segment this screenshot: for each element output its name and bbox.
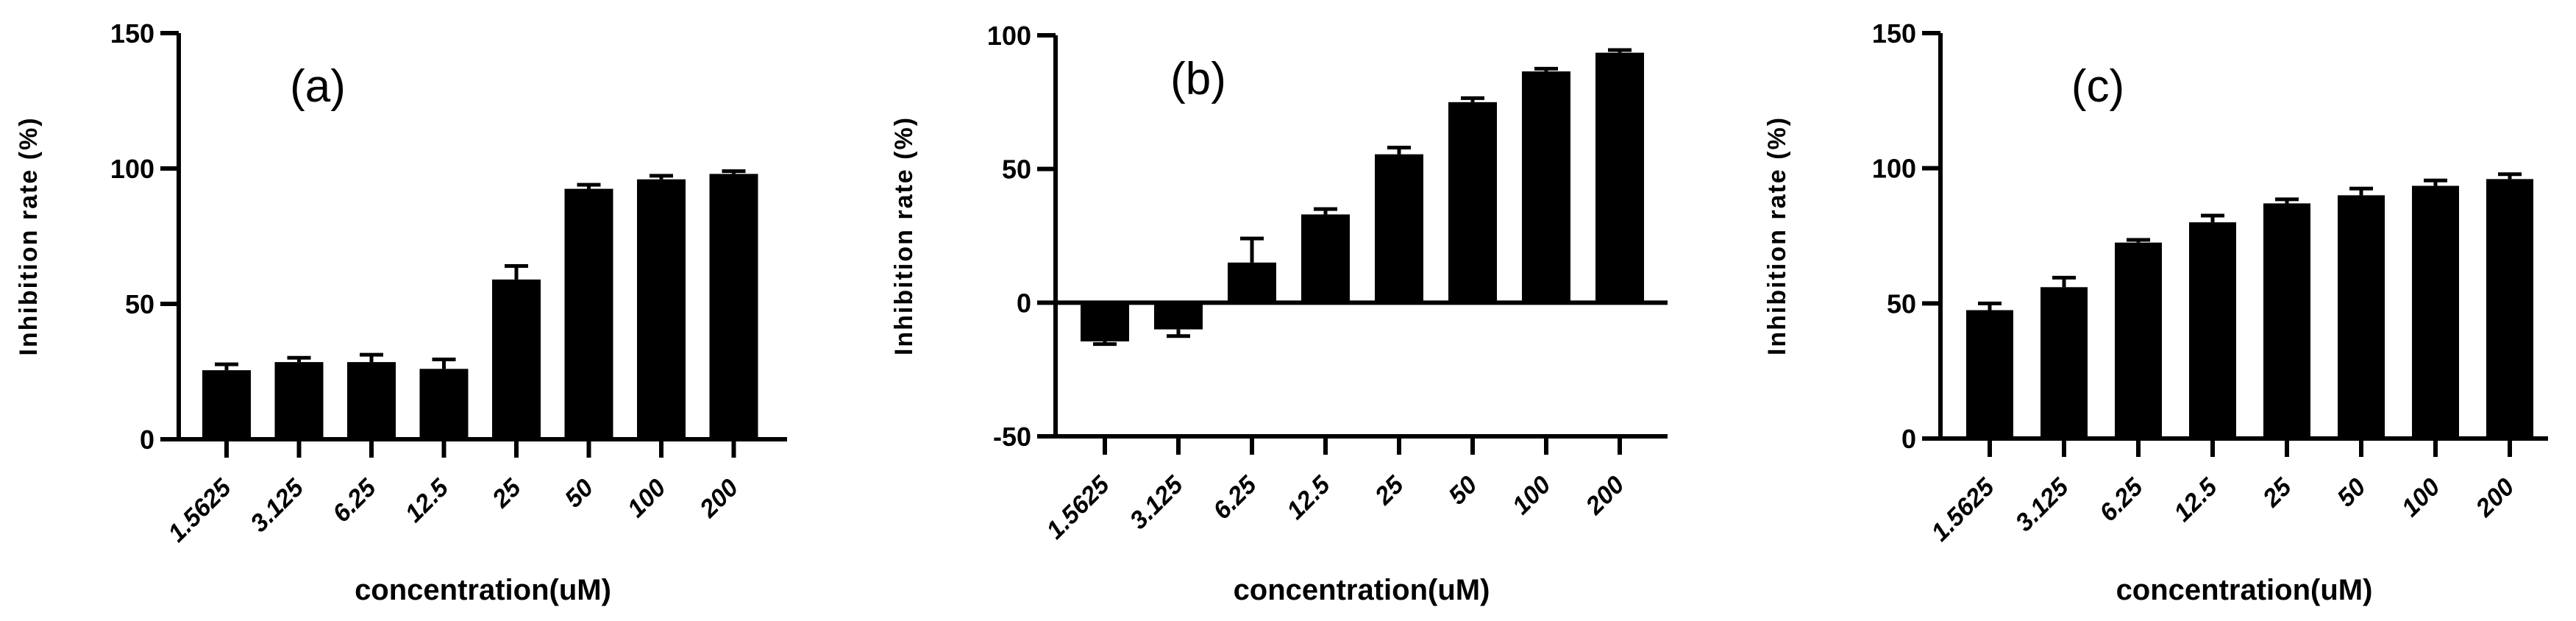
x-tick-label: 200: [2470, 473, 2520, 523]
x-tick-label: 50: [560, 474, 599, 514]
bar: [1522, 71, 1570, 303]
bar: [1081, 302, 1129, 342]
x-tick-label: 50: [1443, 471, 1483, 511]
bar: [419, 369, 469, 439]
x-tick-label: 50: [2332, 473, 2372, 513]
y-tick-label: 100: [1872, 154, 1916, 184]
bar: [492, 279, 541, 439]
x-tick-label: 6.25: [2094, 472, 2149, 527]
x-tick-label: 3.125: [1125, 470, 1189, 535]
bar: [2412, 185, 2459, 439]
y-tick-label: 150: [1872, 18, 1916, 49]
bar: [1966, 310, 2013, 439]
y-tick-label: 0: [1901, 424, 1916, 454]
chart-panel-b: -50 0 50 100 1.5625 3.125 6.25 12.5 25 50 100 200 co…: [890, 21, 1668, 606]
bar: [709, 174, 758, 440]
bar: [564, 188, 613, 439]
bar: [1448, 102, 1497, 303]
bar: [2338, 195, 2385, 439]
y-tick-label: -50: [993, 422, 1031, 452]
chart-panel-c: 0 50 100 150 1.5625 3.125 6.25 12.5 25 50 100 200 co…: [1763, 18, 2548, 606]
bar: [1228, 262, 1276, 303]
y-tick-label: 0: [1017, 288, 1031, 318]
x-tick-label: 200: [694, 474, 744, 524]
panel-label: (a): [290, 61, 346, 112]
bar: [2115, 242, 2162, 439]
x-axis-title: concentration(uM): [1234, 574, 1490, 606]
y-tick-label: 50: [1887, 288, 1916, 319]
bar: [1154, 302, 1203, 330]
x-tick-label: 12.5: [1281, 470, 1336, 525]
x-tick-label: 12.5: [399, 473, 454, 528]
y-tick-label: 150: [110, 18, 154, 49]
bar: [1301, 214, 1350, 303]
x-tick-label: 3.125: [2010, 472, 2075, 537]
x-tick-label: 3.125: [245, 473, 310, 538]
x-axis-title: concentration(uM): [2116, 574, 2373, 606]
x-axis-title: concentration(uM): [355, 574, 611, 606]
bar: [2189, 222, 2236, 439]
x-tick-label: 100: [2397, 473, 2446, 522]
x-tick-label: 1.5625: [1041, 470, 1115, 544]
bar: [2263, 203, 2310, 439]
x-tick-label: 6.25: [327, 473, 382, 528]
y-tick-label: 50: [1002, 155, 1031, 185]
bar: [274, 362, 324, 439]
bar: [2040, 287, 2088, 439]
x-tick-label: 25: [2257, 472, 2297, 513]
x-tick-label: 1.5625: [163, 473, 237, 547]
panel-label: (b): [1170, 54, 1226, 104]
x-tick-label: 100: [1507, 471, 1556, 520]
bar: [637, 179, 686, 439]
bar: [202, 370, 251, 439]
x-tick-label: 12.5: [2168, 472, 2223, 527]
chart-panel-a: 0 50 100 150 1.5625 3.125 6.25 12.5 25 50 100 200 co…: [15, 18, 787, 606]
y-tick-label: 50: [125, 289, 154, 319]
y-tick-label: 100: [110, 154, 154, 184]
x-tick-label: 200: [1580, 471, 1630, 521]
y-axis-title: Inhibition rate (%): [890, 116, 918, 355]
bar: [1595, 52, 1644, 303]
y-axis-title: Inhibition rate (%): [1763, 116, 1791, 355]
bar: [1375, 154, 1423, 303]
y-tick-label: 100: [987, 21, 1031, 51]
x-tick-label: 25: [486, 473, 527, 514]
bar: [2486, 179, 2533, 439]
x-tick-label: 1.5625: [1926, 472, 2000, 547]
bar: [347, 362, 396, 439]
panel-label: (c): [2071, 61, 2124, 112]
x-tick-label: 100: [622, 474, 672, 523]
x-tick-label: 25: [1369, 470, 1409, 511]
y-tick-label: 0: [140, 425, 154, 455]
y-axis-title: Inhibition rate (%): [15, 116, 43, 355]
x-tick-label: 6.25: [1208, 470, 1262, 525]
